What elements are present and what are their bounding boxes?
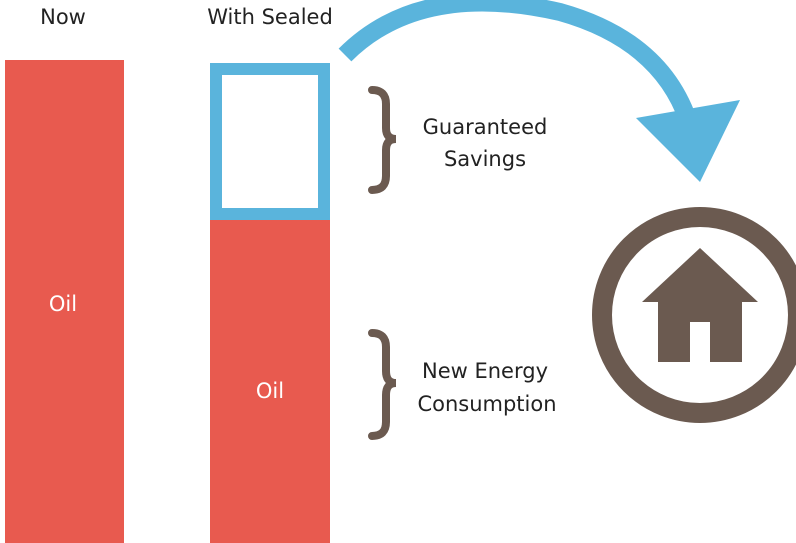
arrow-head (636, 100, 740, 182)
savings-box (210, 63, 330, 220)
house-icon (642, 248, 758, 362)
bar-label: Oil (256, 379, 284, 403)
column-heading: Now (40, 5, 86, 29)
home-ring (592, 207, 796, 423)
sealed-bar (210, 220, 330, 543)
column-heading: With Sealed (207, 5, 333, 29)
brace-label: Guaranteed (423, 115, 548, 139)
brace-label: New Energy (422, 359, 548, 383)
brace (368, 329, 397, 440)
brace-label: Consumption (417, 392, 556, 416)
arrow-curve (338, 0, 697, 124)
brace-label: Savings (444, 147, 526, 171)
now-bar (5, 60, 124, 543)
house-door (690, 322, 710, 362)
bar-label: Oil (49, 292, 77, 316)
brace (368, 86, 397, 194)
